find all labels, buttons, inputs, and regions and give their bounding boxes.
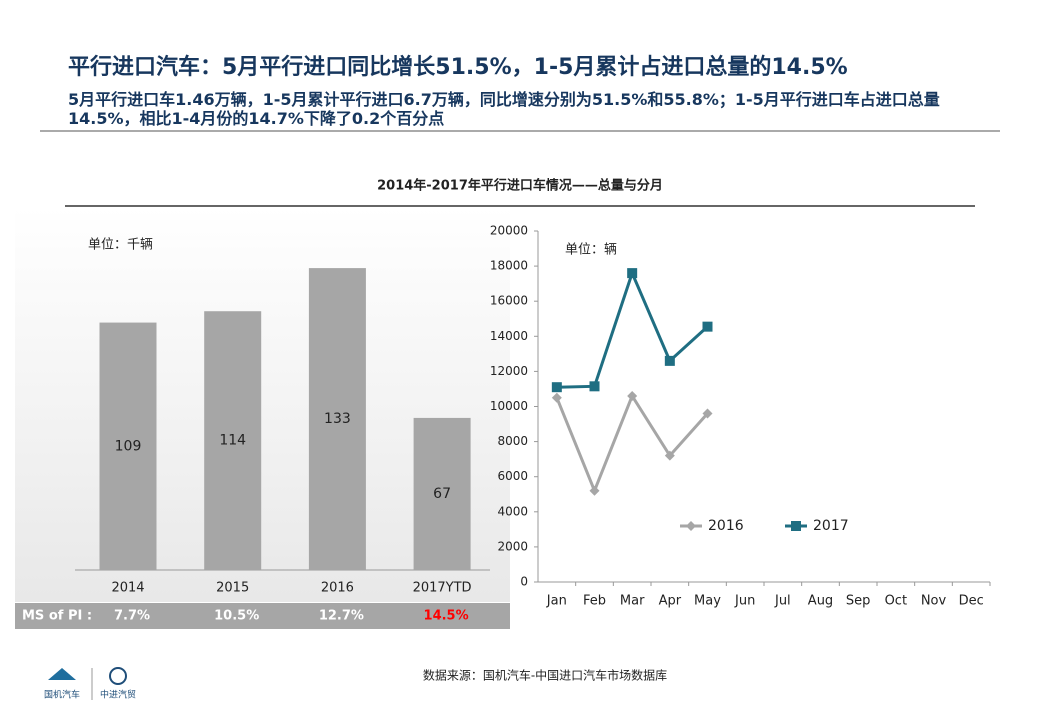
- y-tick-label: 6000: [497, 469, 528, 483]
- marker: [589, 485, 600, 496]
- x-tick-label: Dec: [959, 594, 984, 609]
- marker: [589, 381, 600, 392]
- ms-band: [15, 603, 510, 629]
- y-tick-label: 10000: [490, 399, 528, 413]
- x-tick-label: May: [694, 594, 721, 609]
- bar: [308, 268, 366, 570]
- y-tick-label: 0: [520, 575, 528, 589]
- section-title: 2014年-2017年平行进口车情况——总量与分月: [377, 178, 663, 194]
- logo-text: 国机汽车: [44, 689, 80, 701]
- title: 平行进口汽车：5月平行进口同比增长51.5%，1-5月累计占进口总量的14.5%: [68, 54, 848, 80]
- ms-value: 7.7%: [114, 609, 150, 624]
- source: 数据来源：国机汽车-中国进口汽车市场数据库: [423, 668, 667, 683]
- subtitle: 5月平行进口车1.46万辆，1-5月累计平行进口6.7万辆，同比增速分别为51.…: [68, 90, 940, 128]
- value-label: 133: [324, 411, 351, 427]
- y-tick-label: 12000: [490, 364, 528, 378]
- logo-icon: [48, 668, 76, 680]
- marker: [702, 408, 713, 419]
- value-label: 109: [115, 438, 142, 454]
- logo-icon: [109, 667, 127, 685]
- x-tick-label: Aug: [808, 594, 833, 609]
- marker: [702, 321, 713, 332]
- x-tick-label: Feb: [583, 594, 606, 609]
- marker: [686, 521, 696, 531]
- ms-value: 10.5%: [214, 609, 259, 624]
- annotation: 单位：千辆: [88, 238, 153, 253]
- bar: [413, 417, 471, 570]
- x-tick-label: 2017YTD: [413, 581, 472, 596]
- x-tick-label: Jul: [774, 594, 791, 609]
- x-tick-label: Apr: [659, 594, 682, 609]
- marker: [551, 382, 562, 393]
- x-tick-label: 2016: [321, 581, 354, 596]
- marker: [551, 392, 562, 403]
- y-tick-label: 14000: [490, 329, 528, 343]
- marker: [627, 390, 638, 401]
- line: [556, 268, 709, 389]
- x-tick-label: Nov: [921, 594, 947, 609]
- y-tick-label: 18000: [490, 259, 528, 273]
- marker: [627, 268, 638, 279]
- x-tick-label: Jan: [546, 594, 567, 609]
- ms-label: MS of PI :: [22, 609, 92, 624]
- y-tick-label: 4000: [497, 504, 528, 518]
- x-tick-label: 2015: [216, 581, 249, 596]
- marker: [664, 450, 675, 461]
- x-tick-label: Sep: [846, 594, 871, 609]
- bar: [204, 311, 262, 570]
- marker: [664, 355, 675, 366]
- line: [555, 392, 709, 495]
- y-tick-label: 20000: [490, 224, 528, 238]
- y-tick-label: 16000: [490, 294, 528, 308]
- legend-label: 2016: [708, 518, 744, 534]
- value-label: 67: [433, 486, 451, 502]
- x-tick-label: Oct: [885, 594, 907, 609]
- value-label: 114: [219, 433, 246, 449]
- ms-value: 12.7%: [319, 609, 364, 624]
- y-tick-label: 2000: [497, 539, 528, 553]
- logo-text: 中进汽贸: [100, 689, 136, 701]
- y-tick-label: 8000: [497, 434, 528, 448]
- x-tick-label: Mar: [620, 594, 645, 609]
- annotation: 单位：辆: [565, 243, 617, 258]
- legend-label: 2017: [813, 518, 849, 534]
- bar: [99, 322, 157, 570]
- marker: [791, 521, 801, 531]
- x-tick-label: Jun: [734, 594, 755, 609]
- x-tick-label: 2014: [111, 581, 144, 596]
- ms-value: 14.5%: [424, 609, 469, 624]
